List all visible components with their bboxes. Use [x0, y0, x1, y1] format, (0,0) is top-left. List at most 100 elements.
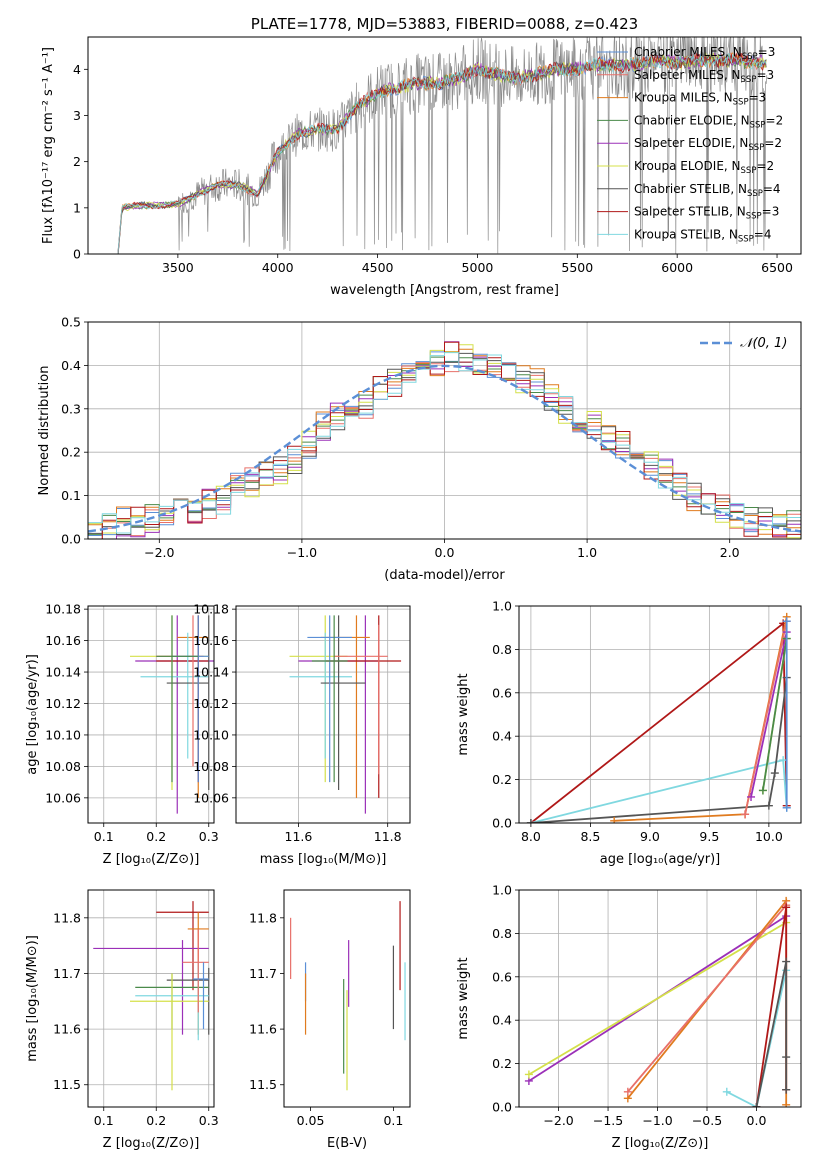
y-tick-label: 11.6	[53, 1022, 81, 1037]
axes-frame	[87, 321, 802, 540]
legend-label-tail: =2	[764, 136, 782, 150]
legend-label: Chabrier ELODIE, NSSP=2	[634, 113, 783, 130]
legend-label: Kroupa ELODIE, NSSP=2	[634, 159, 774, 176]
mass-weight-line	[755, 961, 788, 1107]
legend-label: Chabrier MILES, NSSP=3	[634, 45, 775, 62]
x-tick-label: 8.5	[580, 829, 600, 844]
axes-frame	[518, 889, 802, 1108]
x-tick-label: 0.3	[199, 829, 219, 844]
spectrum-panel: 3500 4000 4500 5000 5500 6000 6500 0 1 2 3 4 wavelen…	[41, 15, 802, 298]
y-axis-label: age [log₁₀(age/yr)]	[25, 654, 40, 775]
x-tick-label: 5000	[462, 260, 494, 275]
histogram-layer	[88, 341, 801, 539]
errorbar-layer	[93, 901, 210, 1091]
y-tick-label: 0.8	[492, 642, 512, 657]
y-tick-label: 4	[73, 62, 81, 77]
y-tick-label: 10.14	[193, 665, 229, 680]
mass-weight-marker	[741, 810, 750, 819]
x-tick-label: 0.3	[199, 1113, 219, 1128]
y-tick-label: 2	[73, 154, 81, 169]
x-axis-label: age [log₁₀(age/yr)]	[600, 852, 721, 867]
legend-label-tail: =3	[749, 91, 767, 105]
x-tick-label: 11.6	[285, 829, 313, 844]
y-tick-label: 0	[73, 247, 81, 262]
mass-weight-marker	[752, 1103, 761, 1107]
y-tick-label: 0.2	[492, 772, 512, 787]
legend-label-tail: =2	[766, 113, 784, 127]
residual-histogram-panel: −2.0 −1.0 0.0 1.0 2.0 0.0 0.1 0.2 0.3 0.4 0.5 (data…	[37, 315, 802, 583]
y-tick-label: 0.8	[492, 926, 512, 941]
x-tick-label: −1.0	[642, 1113, 672, 1128]
residual-histogram-kroupa-stelib	[88, 352, 801, 539]
y-tick-label: 10.08	[193, 759, 229, 774]
mass-weight-marker	[747, 792, 756, 801]
y-tick-label: 11.7	[249, 966, 277, 981]
y-tick-label: 10.06	[45, 790, 81, 805]
mass-weight-line	[744, 621, 788, 815]
legend-label-sub: SSP	[738, 234, 754, 244]
spectrum-layer	[117, 37, 768, 254]
legend-label-sub: SSP	[741, 166, 757, 176]
x-axis-label: (data-model)/error	[384, 568, 505, 583]
x-tick-label: 4000	[262, 260, 294, 275]
legend-label-sub: SSP	[746, 212, 762, 222]
y-tick-label: 10.08	[45, 759, 81, 774]
axes-frame	[518, 605, 802, 824]
y-axis-label: mass weight	[456, 673, 471, 755]
x-tick-label: −2.0	[144, 545, 174, 560]
errorbar-layer	[290, 901, 406, 1091]
legend-label-base: Salpeter ELODIE, N	[634, 136, 748, 150]
x-tick-label: −2.0	[543, 1113, 573, 1128]
y-tick-label: 0.1	[61, 488, 81, 503]
residual-histogram-salpeter-stelib	[88, 341, 801, 539]
y-tick-label: 3	[73, 108, 81, 123]
mass-vs-metallicity-panel: 0.1 0.2 0.3 11.5 11.6 11.7 11.8 Z [log₁₀(Z/Z⊙)]…	[25, 889, 219, 1151]
mass-weight-marker	[623, 1087, 632, 1096]
x-tick-label: 6000	[661, 260, 693, 275]
age-vs-mass-panel: 11.6 11.8 10.06 10.08 10.10 10.12 10.14 10.16 10…	[193, 602, 411, 867]
legend-label-base: Chabrier STELIB, N	[634, 182, 747, 196]
mass-weight-line	[726, 970, 788, 1107]
mass-weight-line	[750, 631, 788, 798]
x-tick-label: 1.0	[577, 545, 597, 560]
y-tick-label: 0.6	[492, 685, 512, 700]
mass-weight-marker	[770, 769, 779, 778]
x-tick-label: 6500	[761, 260, 793, 275]
errorbar-layer	[289, 615, 402, 814]
x-tick-label: 9.5	[699, 829, 719, 844]
legend-label: 𝒩(0, 1)	[740, 336, 787, 351]
y-tick-label: 1.0	[492, 599, 512, 614]
y-tick-label: 10.10	[45, 727, 81, 742]
mass-weight-marker	[782, 1100, 791, 1107]
y-axis-label: mass weight	[456, 957, 471, 1039]
axes-frame	[87, 889, 215, 1108]
mass-weight-marker	[782, 957, 791, 966]
legend-label-tail: =3	[758, 45, 776, 59]
legend-label-tail: =2	[756, 159, 774, 173]
mass-weight-layer	[526, 612, 791, 823]
x-tick-label: 0.1	[383, 1113, 403, 1128]
legend-label-base: Chabrier MILES, N	[634, 45, 742, 59]
y-tick-label: 10.16	[45, 633, 81, 648]
x-tick-label: 0.0	[435, 545, 455, 560]
mass-weight-vs-metallicity-panel: −2.0 −1.5 −1.0 −0.5 0.0 0.0 0.2 0.4 0.6 0.8 1.0 Z […	[456, 883, 802, 1151]
mass-weight-marker	[610, 816, 619, 823]
mass-weight-marker	[722, 1087, 731, 1096]
y-tick-label: 10.14	[45, 665, 81, 680]
axes-frame	[87, 605, 215, 824]
mass-weight-marker	[524, 1070, 533, 1079]
y-tick-label: 1	[73, 200, 81, 215]
legend-label-base: Kroupa STELIB, N	[634, 227, 738, 241]
legend-label: Kroupa MILES, NSSP=3	[634, 91, 766, 108]
y-tick-label: 10.12	[45, 696, 81, 711]
y-tick-label: 0.6	[492, 969, 512, 984]
x-tick-label: 5500	[561, 260, 593, 275]
x-tick-label: 0.2	[146, 1113, 166, 1128]
y-tick-label: 0.2	[61, 445, 81, 460]
mass-weight-line	[762, 638, 788, 791]
mass-weight-line	[530, 677, 788, 823]
mass-weight-marker	[526, 819, 535, 823]
x-tick-label: 2.0	[720, 545, 740, 560]
mass-weight-layer	[524, 896, 791, 1107]
